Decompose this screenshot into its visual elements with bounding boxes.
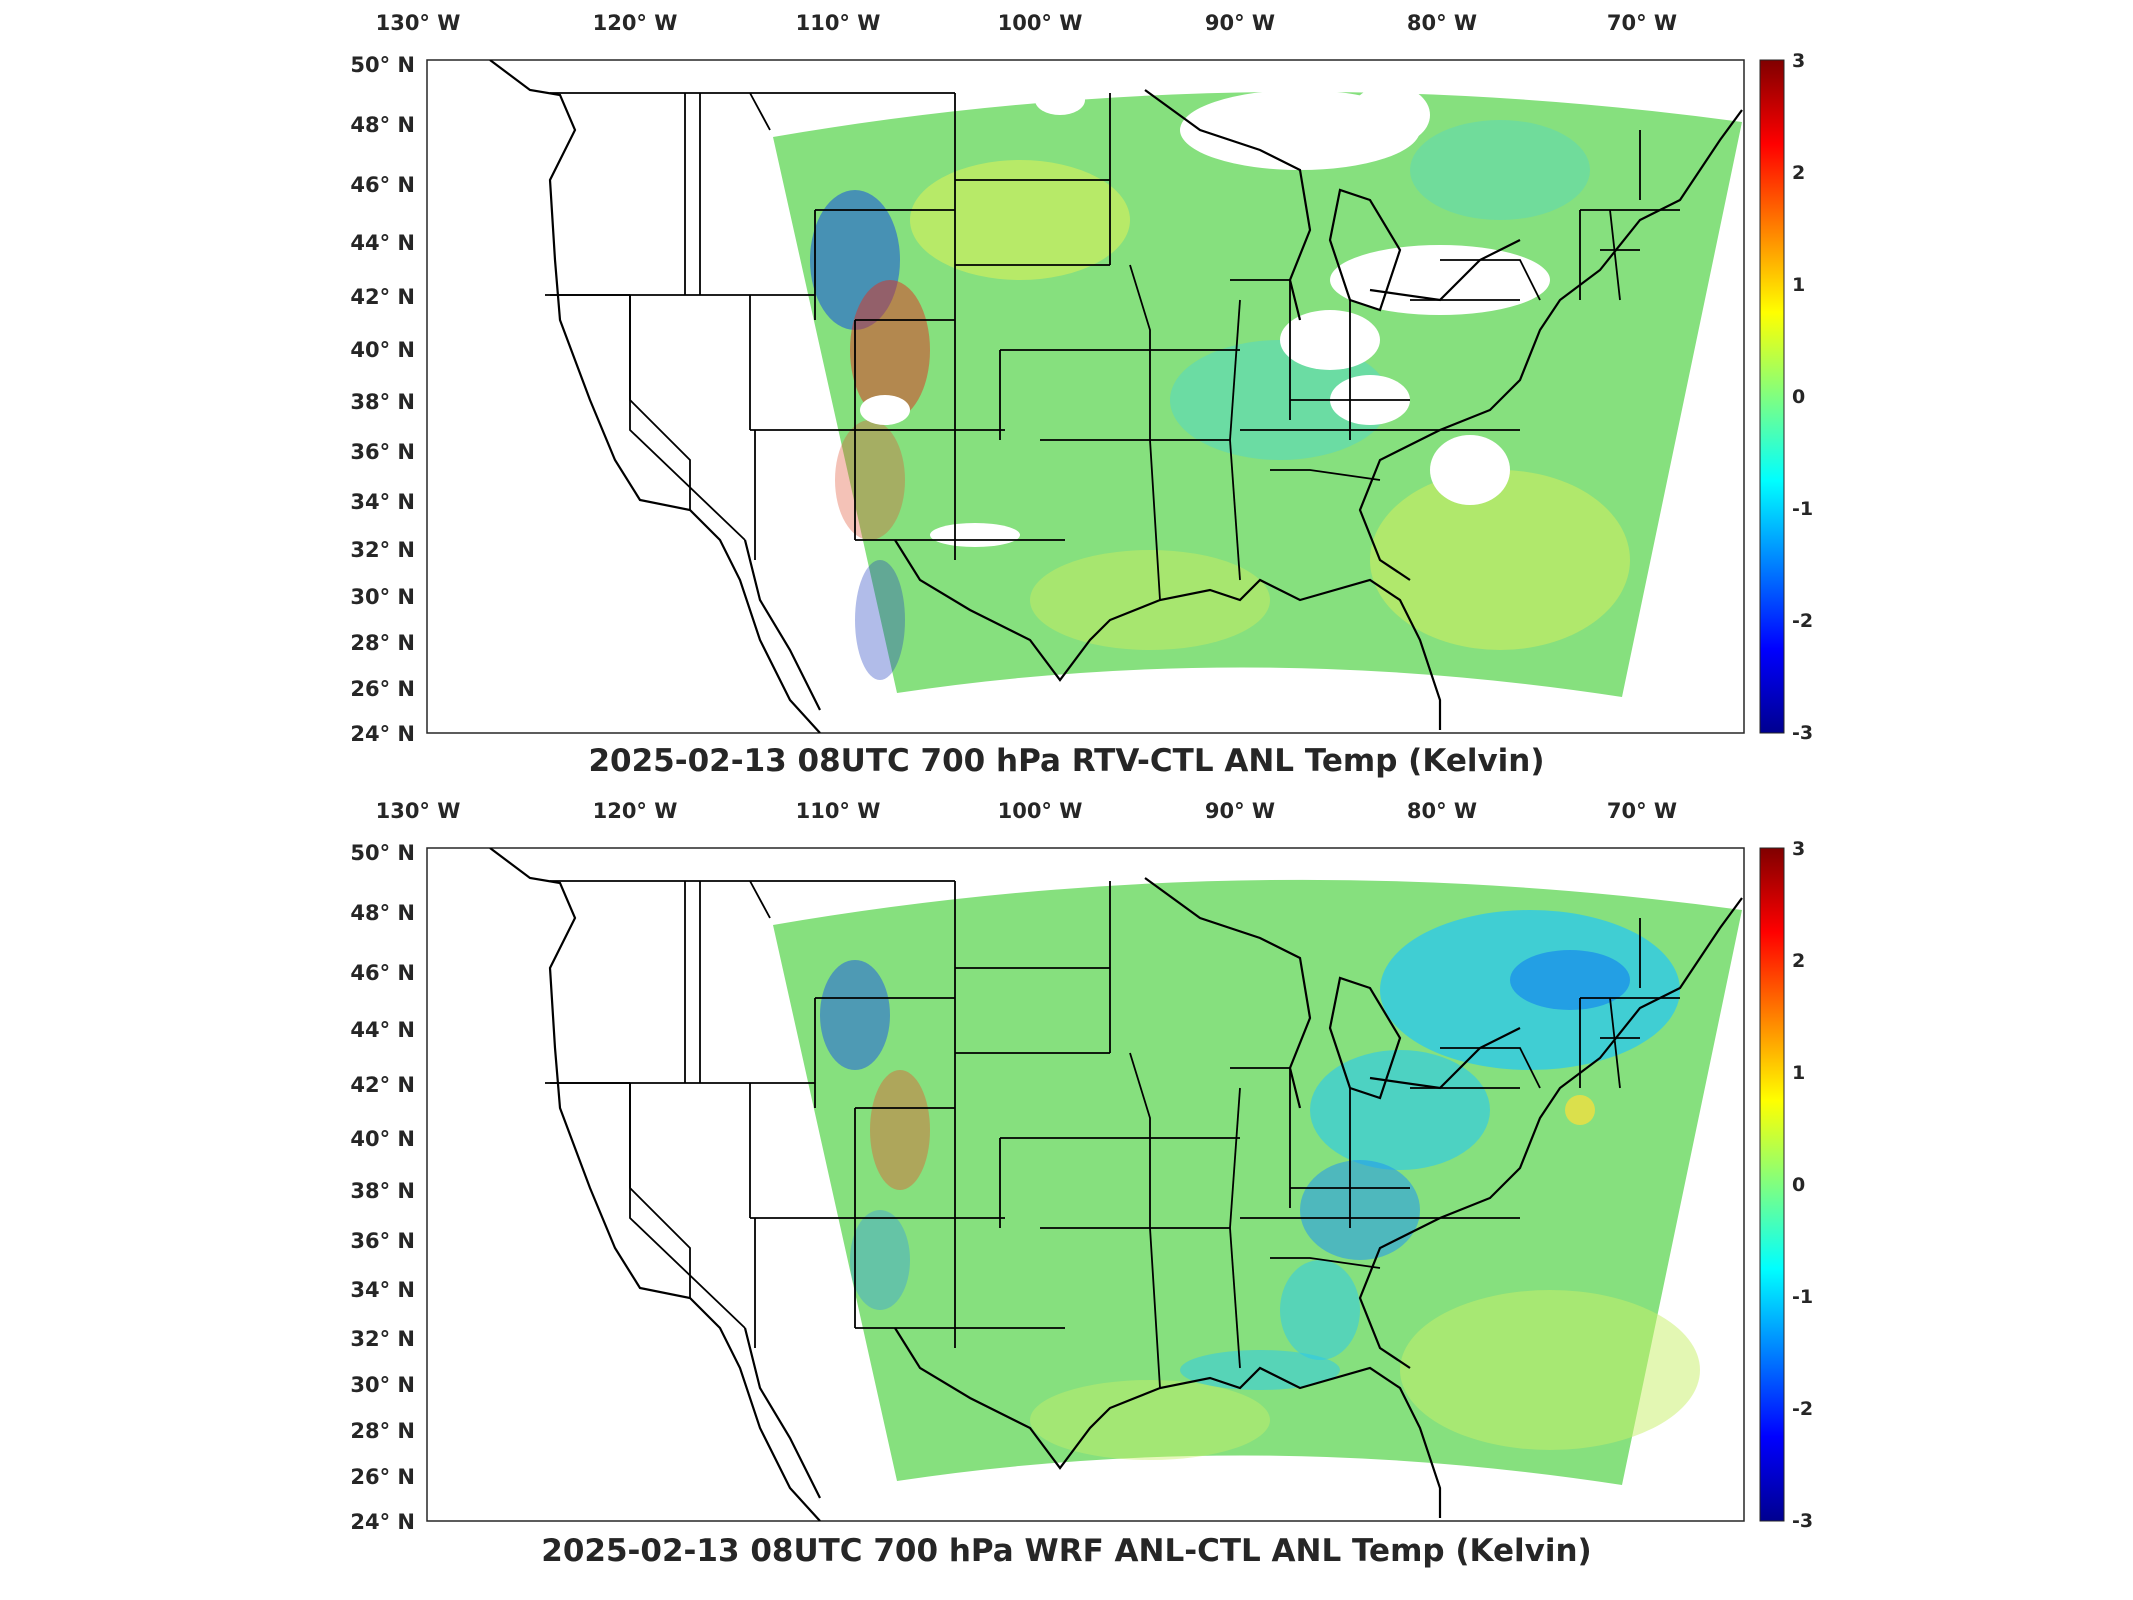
colorbar-tick-label: -2: [1792, 610, 1813, 632]
colorbar-tick-label: 1: [1792, 274, 1805, 296]
temperature-field: [773, 85, 1742, 697]
lat-label: 50° N: [350, 53, 415, 77]
lon-label: 80° W: [1407, 11, 1477, 35]
lat-label: 26° N: [350, 677, 415, 701]
lat-label: 32° N: [350, 1327, 415, 1351]
map-figure-top: 3 2 1 0 -1 -2 -3 130° W 120° W 110° W 10…: [350, 11, 1813, 746]
lat-label: 42° N: [350, 1073, 415, 1097]
lon-label: 80° W: [1407, 799, 1477, 823]
lat-label: 34° N: [350, 490, 415, 514]
colorbar: [1759, 847, 1785, 1522]
lon-label: 70° W: [1607, 11, 1677, 35]
colorbar-tick-label: 0: [1792, 1174, 1805, 1196]
map-panel-top: 3 2 1 0 -1 -2 -3 130° W 120° W 110° W 10…: [0, 0, 2133, 790]
lat-label: 44° N: [350, 1018, 415, 1042]
lon-label: 90° W: [1205, 11, 1275, 35]
lat-label: 50° N: [350, 841, 415, 865]
lat-label: 28° N: [350, 1419, 415, 1443]
colorbar-ticks: 3 2 1 0 -1 -2 -3: [1792, 838, 1813, 1532]
colorbar-tick-label: 2: [1792, 950, 1805, 972]
lon-label: 110° W: [796, 799, 881, 823]
temperature-field: [773, 879, 1742, 1485]
colorbar: [1759, 59, 1785, 734]
colorbar-tick-label: -3: [1792, 1510, 1813, 1532]
lat-label: 24° N: [350, 1510, 415, 1534]
lat-label: 48° N: [350, 113, 415, 137]
colorbar-tick-label: 0: [1792, 386, 1805, 408]
panel-title: 2025-02-13 08UTC 700 hPa WRF ANL-CTL ANL…: [541, 1533, 1592, 1569]
lat-label: 26° N: [350, 1465, 415, 1489]
colorbar-tick-label: -2: [1792, 1398, 1813, 1420]
colorbar-tick-label: -1: [1792, 498, 1813, 520]
colorbar-tick-label: -3: [1792, 722, 1813, 744]
lat-label: 42° N: [350, 285, 415, 309]
western-borders: [545, 880, 771, 1348]
coastlines: [489, 60, 1743, 733]
map-figure-bottom: 3 2 1 0 -1 -2 -3 130° W 120° W 110° W 10…: [350, 799, 1813, 1534]
lat-label: 40° N: [350, 1127, 415, 1151]
lat-label: 40° N: [350, 338, 415, 362]
colorbar-ticks: 3 2 1 0 -1 -2 -3: [1792, 50, 1813, 744]
lat-label: 34° N: [350, 1278, 415, 1302]
western-borders: [545, 92, 771, 560]
lon-label: 100° W: [998, 11, 1083, 35]
colorbar-tick-label: 3: [1792, 50, 1805, 72]
lat-label: 46° N: [350, 173, 415, 197]
colorbar-tick-label: 1: [1792, 1062, 1805, 1084]
lat-label: 36° N: [350, 440, 415, 464]
lon-label: 120° W: [593, 11, 678, 35]
colorbar-tick-label: 3: [1792, 838, 1805, 860]
lat-label: 30° N: [350, 585, 415, 609]
lon-label: 110° W: [796, 11, 881, 35]
lat-label: 28° N: [350, 631, 415, 655]
lat-label: 48° N: [350, 901, 415, 925]
lon-label: 130° W: [376, 799, 461, 823]
lat-label: 38° N: [350, 390, 415, 414]
lon-label: 130° W: [376, 11, 461, 35]
lat-label: 30° N: [350, 1373, 415, 1397]
latitude-labels: 50° N 48° N 46° N 44° N 42° N 40° N 38° …: [350, 53, 415, 746]
colorbar-tick-label: 2: [1792, 162, 1805, 184]
lon-label: 120° W: [593, 799, 678, 823]
lon-label: 100° W: [998, 799, 1083, 823]
map-panel-bottom: 3 2 1 0 -1 -2 -3 130° W 120° W 110° W 10…: [0, 790, 2133, 1580]
latitude-labels: 50° N 48° N 46° N 44° N 42° N 40° N 38° …: [350, 841, 415, 1534]
longitude-labels: 130° W 120° W 110° W 100° W 90° W 80° W …: [376, 799, 1678, 823]
lat-label: 36° N: [350, 1229, 415, 1253]
lat-label: 24° N: [350, 722, 415, 746]
colorbar-tick-label: -1: [1792, 1286, 1813, 1308]
lon-label: 90° W: [1205, 799, 1275, 823]
lat-label: 44° N: [350, 231, 415, 255]
lat-label: 32° N: [350, 538, 415, 562]
panel-title: 2025-02-13 08UTC 700 hPa RTV-CTL ANL Tem…: [588, 743, 1545, 779]
lon-label: 70° W: [1607, 799, 1677, 823]
lat-label: 46° N: [350, 961, 415, 985]
lat-label: 38° N: [350, 1179, 415, 1203]
longitude-labels: 130° W 120° W 110° W 100° W 90° W 80° W …: [376, 11, 1678, 35]
